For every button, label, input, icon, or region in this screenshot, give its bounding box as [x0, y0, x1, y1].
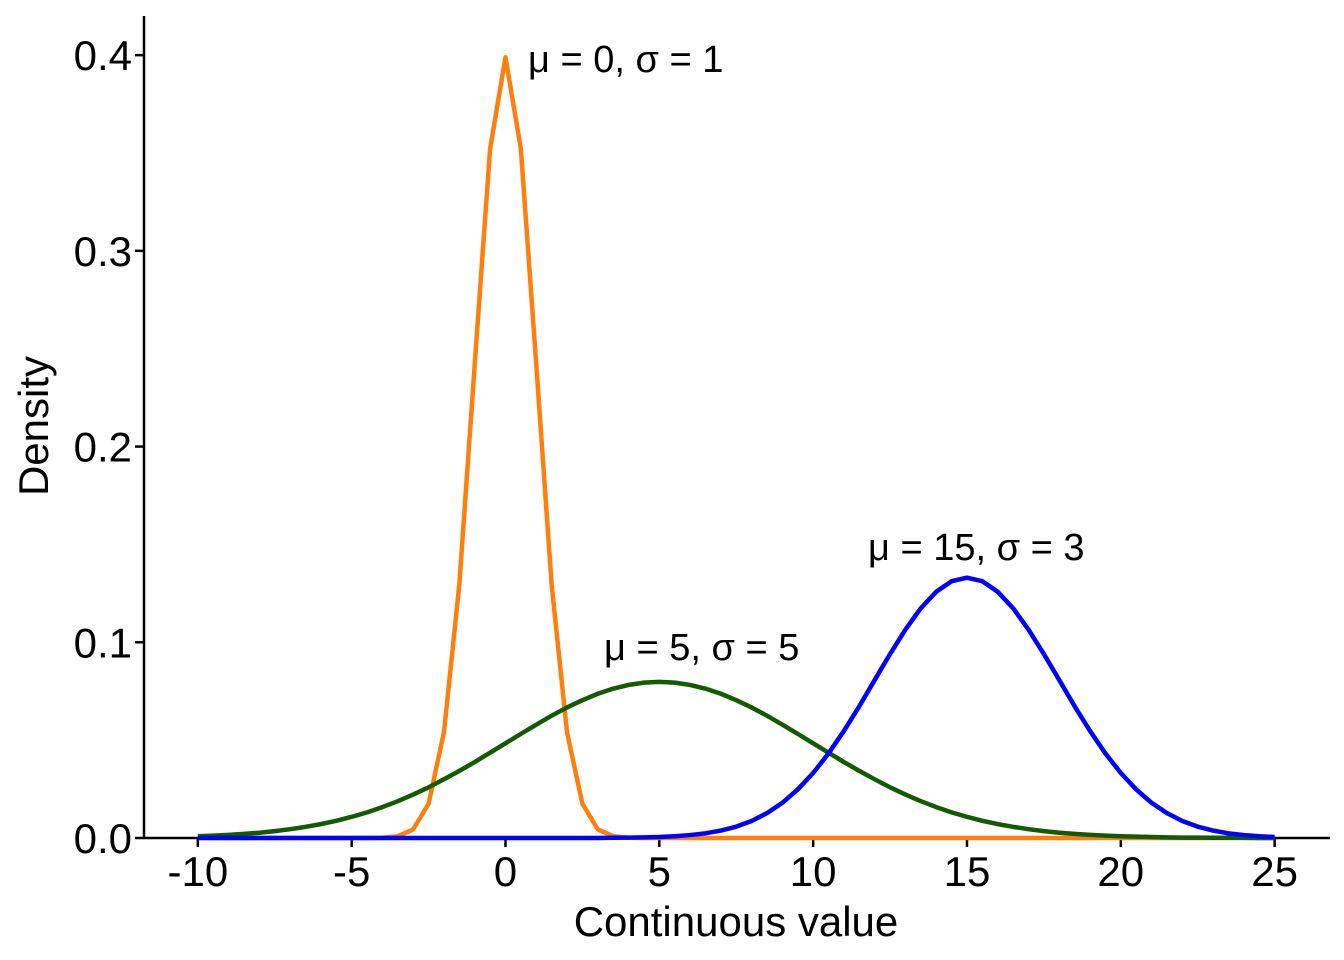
x-tick-label: -10: [167, 848, 228, 895]
y-tick-label: 0.3: [74, 228, 132, 275]
density-curve: [197, 55, 1275, 841]
y-tick-label: 0.0: [74, 815, 132, 862]
x-tick-label: 10: [790, 848, 837, 895]
y-tick-label: 0.2: [74, 424, 132, 471]
series-label: μ = 15, σ = 3: [868, 527, 1084, 569]
x-axis-label: Continuous value: [574, 898, 899, 945]
x-tick-label: 20: [1097, 848, 1144, 895]
y-axis-label: Density: [10, 356, 57, 496]
density-curve: [197, 575, 1275, 841]
x-tick-label: 25: [1251, 848, 1298, 895]
density-curve: [197, 679, 1275, 841]
x-tick-label: 5: [648, 848, 671, 895]
y-tick-label: 0.1: [74, 619, 132, 666]
x-tick-label: 15: [944, 848, 991, 895]
x-tick-label: 0: [494, 848, 517, 895]
series-label: μ = 5, σ = 5: [604, 627, 799, 669]
y-tick-label: 0.4: [74, 32, 132, 79]
series-label: μ = 0, σ = 1: [528, 39, 723, 81]
x-tick-label: -5: [333, 848, 370, 895]
